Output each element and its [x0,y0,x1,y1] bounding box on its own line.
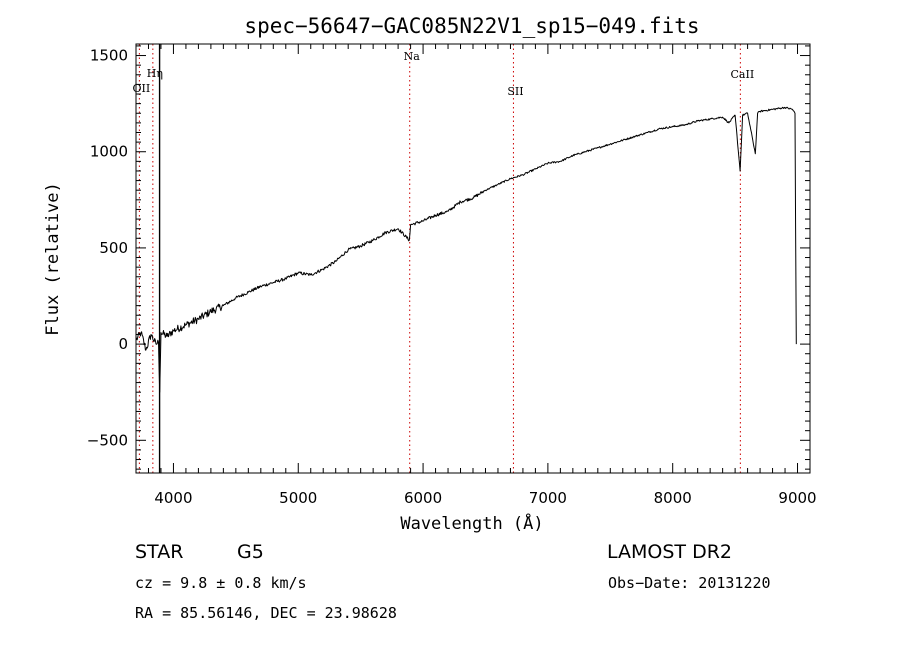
redshift-text: cz = 9.8 ± 0.8 km/s [135,574,307,592]
y-axis-ticks: −500 0 500 1000 1500 [87,45,810,470]
line-marker-label: Hη [147,67,163,80]
x-tick-label: 4000 [154,489,192,507]
x-axis-ticks: 4000 5000 6000 7000 8000 9000 [135,44,817,507]
x-axis-label: Wavelength (Å) [400,512,543,534]
x-tick-label: 9000 [778,489,816,507]
spectral-line-markers: OII Hη Na SII CaII [133,44,755,473]
x-tick-label: 6000 [404,489,442,507]
line-marker-label: OII [133,82,151,95]
x-tick-label: 7000 [529,489,567,507]
x-tick-label: 5000 [279,489,317,507]
object-subclass: G5 [237,541,264,563]
survey-name: LAMOST DR2 [607,541,732,563]
line-marker-label: Na [404,50,421,63]
y-tick-label: 1500 [90,47,128,65]
y-axis-label: Flux (relative) [43,182,63,336]
y-tick-label: 1000 [90,143,128,161]
y-tick-label: 0 [118,335,128,353]
chart-title: spec−56647−GAC085N22V1_sp15−049.fits [244,14,699,38]
obs-date: Obs−Date: 20131220 [608,574,771,592]
x-tick-label: 8000 [654,489,692,507]
line-marker-label: SII [507,85,523,98]
coordinates: RA = 85.56146, DEC = 23.98628 [135,604,397,622]
y-tick-label: −500 [87,431,128,449]
spectrum-line [135,106,797,393]
y-tick-label: 500 [99,239,128,257]
object-class: STAR [135,541,184,563]
plot-frame [135,43,811,474]
line-marker-label: CaII [731,68,755,81]
